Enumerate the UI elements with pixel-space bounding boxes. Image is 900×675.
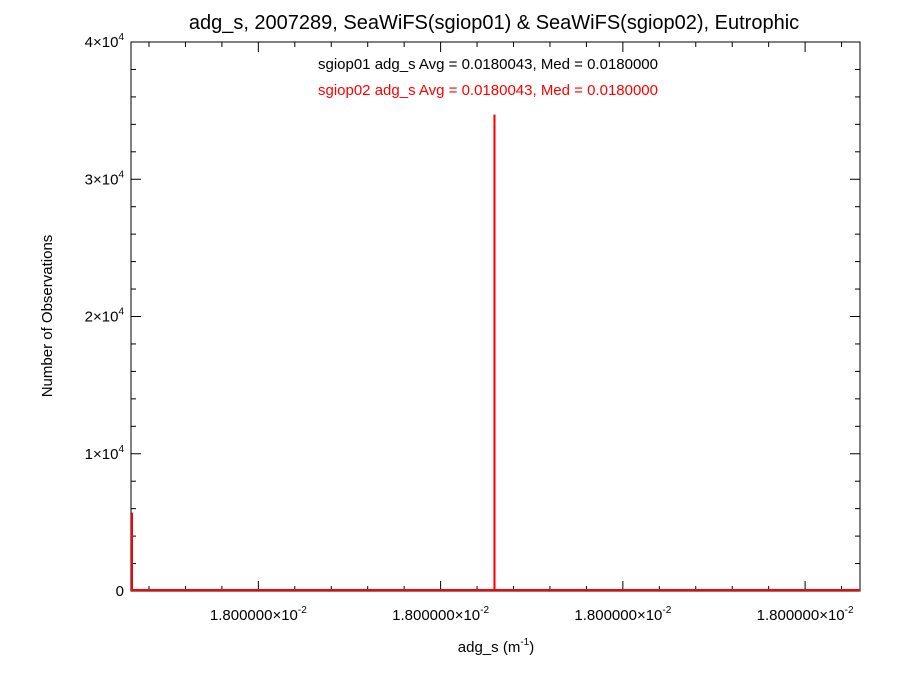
x-tick-label-exp: -2 — [662, 605, 671, 616]
x-tick-label-base: 1.800000×10 — [757, 607, 845, 624]
plot-border — [130, 41, 861, 592]
x-tick-label: 1.800000×10-2 — [757, 605, 854, 624]
x-tick-label-base: 1.800000×10 — [392, 607, 480, 624]
x-tick-label-exp: -2 — [845, 605, 854, 616]
x-tick-label-base: 1.800000×10 — [210, 607, 298, 624]
x-axis-label-base: adg_s (m — [458, 639, 521, 656]
y-tick-label-base: 4×10 — [85, 34, 119, 51]
x-tick-label: 1.800000×10-2 — [392, 605, 489, 624]
annotation-layer: sgiop01 adg_s Avg = 0.0180043, Med = 0.0… — [318, 56, 658, 99]
y-axis-label: Number of Observations — [39, 235, 56, 398]
y-tick-label-base: 3×10 — [85, 171, 119, 188]
y-tick-label-base: 2×10 — [85, 309, 119, 326]
y-tick-label-exp: 4 — [118, 307, 124, 318]
y-tick-label-exp: 4 — [118, 444, 124, 455]
plot-frame — [130, 41, 861, 592]
y-tick-label-base: 0 — [116, 583, 124, 600]
y-tick-label: 1×104 — [85, 444, 125, 463]
y-tick-label: 4×104 — [85, 32, 125, 51]
x-axis-label-tail: ) — [529, 639, 534, 656]
x-tick-label-exp: -2 — [480, 605, 489, 616]
stats-annotation: sgiop01 adg_s Avg = 0.0180043, Med = 0.0… — [318, 56, 658, 73]
y-tick-label: 3×104 — [85, 169, 125, 188]
series-layer — [131, 114, 860, 591]
x-tick-label-exp: -2 — [298, 605, 307, 616]
stats-annotation: sgiop02 adg_s Avg = 0.0180043, Med = 0.0… — [318, 82, 658, 99]
y-tick-label: 2×104 — [85, 307, 125, 326]
series-sgiop01 — [131, 114, 860, 591]
x-tick-label: 1.800000×10-2 — [210, 605, 307, 624]
y-tick-label-exp: 4 — [118, 32, 124, 43]
x-axis-label-sup: -1 — [520, 637, 529, 648]
y-tick-label-base: 1×10 — [85, 446, 119, 463]
x-axis: 1.800000×10-2 1.800000×10-2 1.800000×10-2 1… — [148, 42, 854, 624]
y-tick-label-exp: 4 — [118, 169, 124, 180]
y-tick-label: 0 — [116, 583, 124, 600]
chart-title: adg_s, 2007289, SeaWiFS(sgiop01) & SeaWi… — [189, 12, 799, 34]
x-tick-label: 1.800000×10-2 — [574, 605, 671, 624]
series-sgiop02 — [131, 114, 860, 591]
x-tick-label-base: 1.800000×10 — [574, 607, 662, 624]
x-axis-label: adg_s (m-1) — [458, 637, 534, 656]
